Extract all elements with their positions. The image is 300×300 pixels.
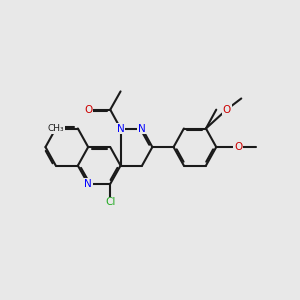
Text: O: O [234, 142, 242, 152]
Text: O: O [222, 105, 231, 115]
Text: Cl: Cl [105, 197, 116, 207]
Text: N: N [117, 124, 124, 134]
Text: O: O [222, 105, 231, 115]
Text: CH₃: CH₃ [47, 124, 64, 133]
Text: N: N [138, 124, 146, 134]
Text: N: N [84, 179, 92, 189]
Text: O: O [84, 105, 92, 115]
